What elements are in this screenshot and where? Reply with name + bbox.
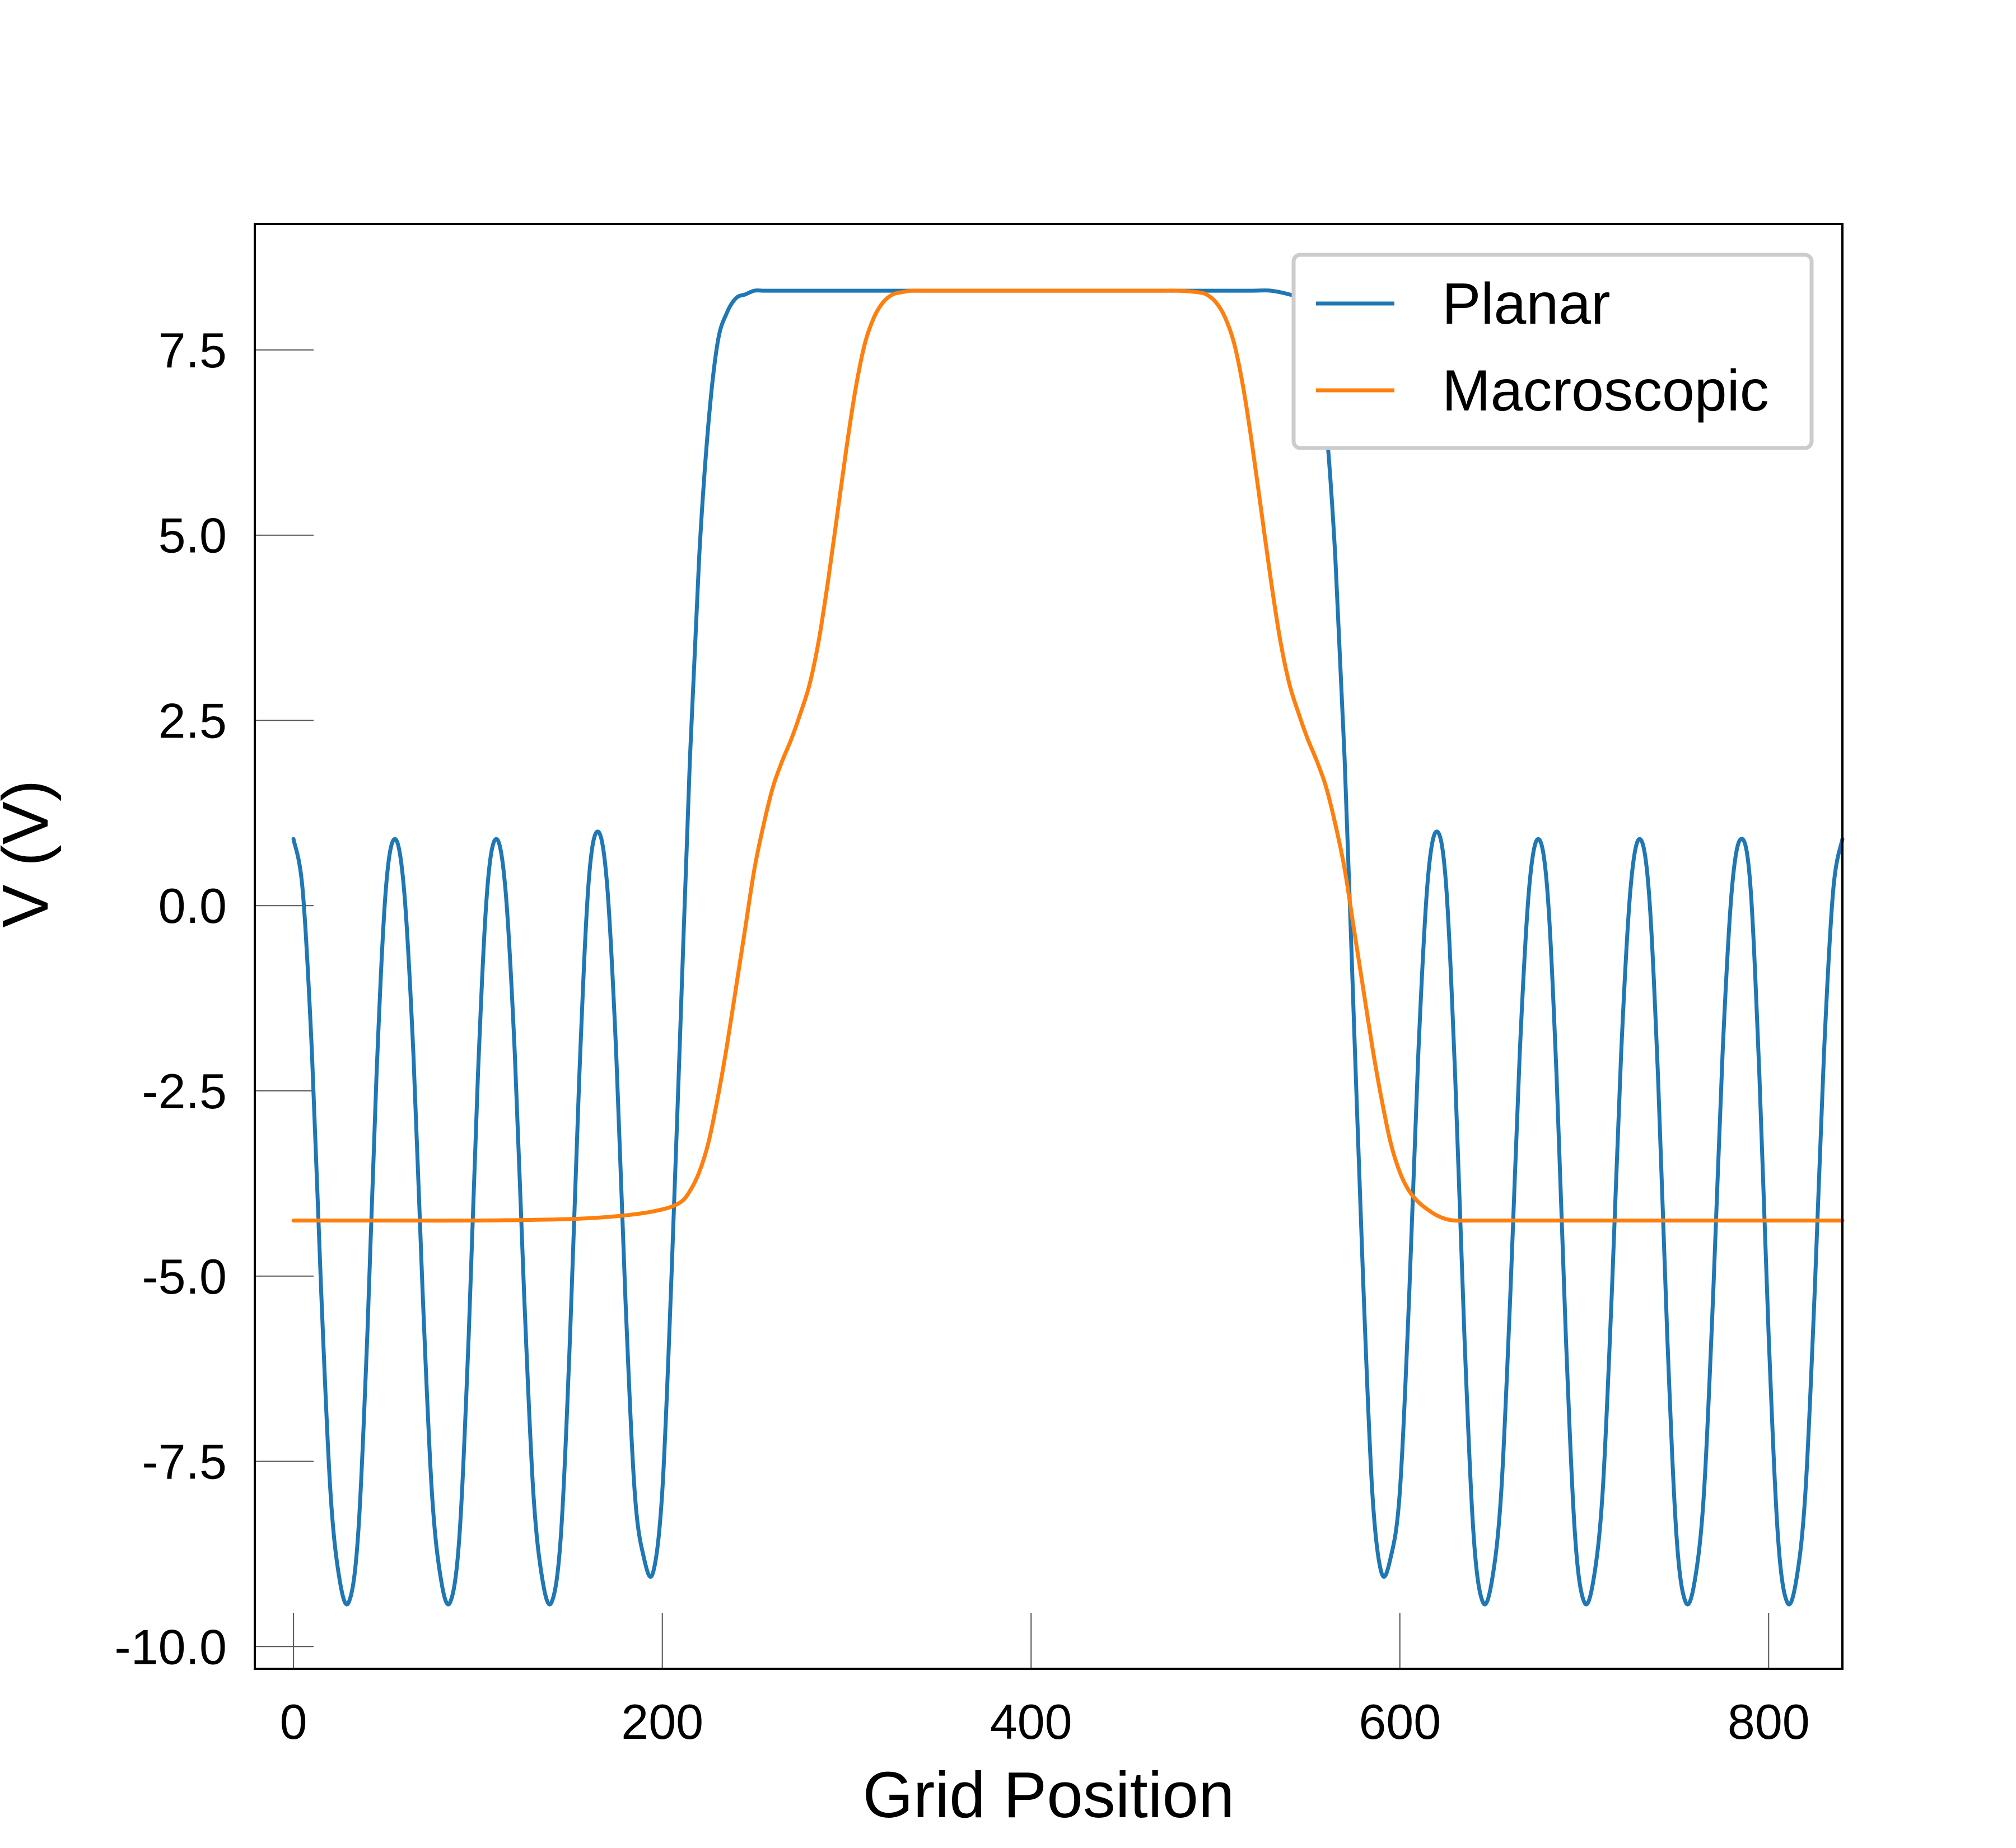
x-tick-label: 600	[1359, 1694, 1441, 1749]
y-axis-title: V (V)	[0, 780, 62, 927]
series-layer	[291, 288, 1845, 1607]
y-tick-label: 5.0	[158, 508, 227, 563]
x-tick-label: 0	[280, 1694, 307, 1749]
legend-box	[1291, 253, 1814, 450]
y-tick-label: 2.5	[158, 693, 227, 748]
y-tick-label: -7.5	[142, 1434, 227, 1490]
plot-frame	[254, 223, 1844, 1670]
legend-label-macroscopic: Macroscopic	[1442, 358, 1769, 423]
y-tick-label: -10.0	[114, 1619, 227, 1674]
x-tick-label: 400	[990, 1694, 1072, 1749]
x-tick-label: 200	[621, 1694, 703, 1749]
legend: Planar Macroscopic	[1291, 253, 1814, 450]
y-tick-label: -2.5	[142, 1063, 227, 1119]
x-tick-label: 800	[1728, 1694, 1810, 1749]
legend-label-planar: Planar	[1442, 272, 1611, 337]
y-tick-label: 7.5	[158, 323, 227, 378]
axis-ticks: 0 200 400 600 800 -10.0 -7.5 -5.0 -2.5 0.0 2.5 5.0 7…	[114, 323, 1809, 1749]
x-axis-title: Grid Position	[862, 1758, 1234, 1831]
y-tick-label: -5.0	[142, 1249, 227, 1304]
series-line-macroscopic	[291, 288, 1845, 1223]
y-tick-label: 0.0	[158, 878, 227, 934]
